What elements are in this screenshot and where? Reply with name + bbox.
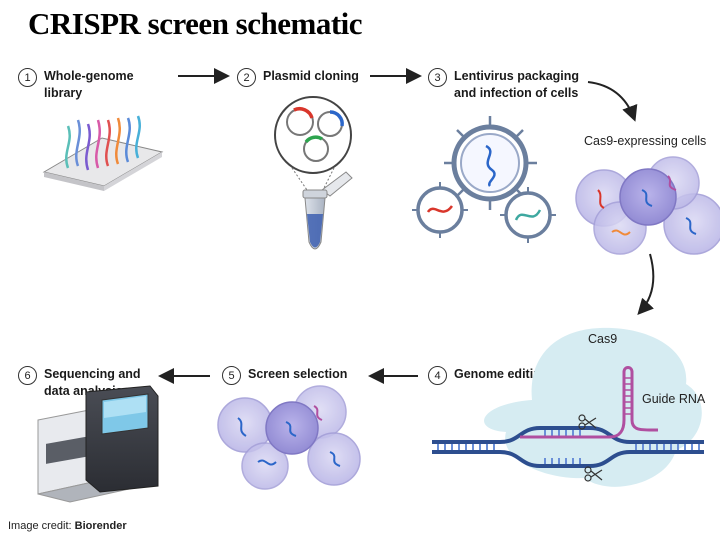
step-number: 4 [428, 366, 447, 385]
library-slide-icon [42, 115, 164, 191]
image-credit: Image credit: Biorender [8, 520, 127, 532]
lentivirus-icon [412, 116, 556, 243]
screen-selection-cells-icon [217, 385, 361, 490]
dna-double-helix [432, 426, 704, 468]
credit-prefix: Image credit: [8, 520, 75, 532]
step-label: Lentivirus packaging and infection of ce… [454, 69, 580, 100]
cas9-label: Cas9 [588, 332, 618, 346]
step-label: Whole-genome library [44, 69, 134, 100]
guide-rna-label: Guide RNA [642, 392, 706, 406]
sequencer-icon [37, 385, 159, 503]
step-5: 5 Screen selection [222, 366, 347, 385]
page-title: CRISPR screen schematic [28, 6, 363, 41]
step-label: Plasmid cloning [263, 69, 359, 83]
plasmid-cloning-icon [274, 96, 353, 250]
cas9-protein-blob [484, 327, 702, 487]
credit-source: Biorender [74, 520, 127, 532]
arrow-cells-4 [637, 253, 655, 315]
scissors-icon-top [578, 414, 597, 430]
cas9-cells-label: Cas9-expressing cells [584, 134, 707, 148]
small-virus-right [500, 187, 556, 243]
step-number: 1 [18, 68, 37, 87]
genome-editing-icon [432, 327, 704, 487]
small-virus-left [412, 182, 468, 238]
step-number: 3 [428, 68, 447, 87]
step-number: 2 [237, 68, 256, 87]
scissors-icon-bottom [584, 466, 603, 482]
step-number: 5 [222, 366, 241, 385]
large-virus [444, 116, 537, 210]
step-number: 6 [18, 366, 37, 385]
guide-rna [520, 366, 658, 439]
arrow-3-cells [587, 81, 638, 122]
step-label: Screen selection [248, 367, 348, 381]
cas9-cells-icon [575, 156, 720, 255]
step-1: 1 Whole-genome library [18, 68, 134, 102]
step-2: 2 Plasmid cloning [237, 68, 359, 87]
step-3: 3 Lentivirus packaging and infection of … [428, 68, 579, 102]
